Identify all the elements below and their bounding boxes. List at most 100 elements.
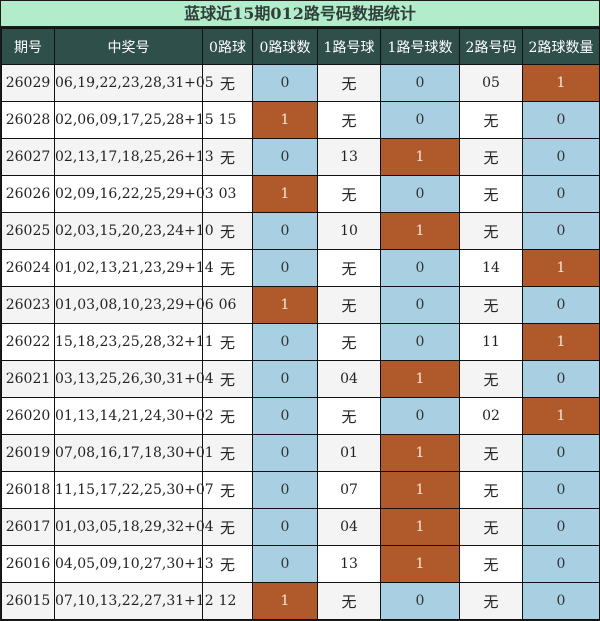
table-row: 26028 02,06,09,17,25,28+15 15 1 无 0 无 0: [1, 101, 600, 139]
route2-count-cell: 0: [522, 582, 600, 620]
route0-ball-cell: 无: [202, 397, 253, 435]
route2-count-cell: 0: [522, 471, 600, 509]
route0-ball-cell: 无: [202, 360, 253, 398]
route1-count-cell: 0: [380, 397, 460, 435]
route2-ball-cell: 05: [459, 64, 523, 102]
route0-count-cell: 0: [252, 360, 318, 398]
route0-ball-cell: 无: [202, 323, 253, 361]
winning-numbers-cell: 02,09,16,22,25,29+03: [54, 175, 214, 213]
route1-count-cell: 0: [380, 64, 460, 102]
route2-count-cell: 1: [522, 64, 600, 102]
route1-count-cell: 0: [380, 249, 460, 287]
route2-count-cell: 0: [522, 286, 600, 324]
route2-ball-cell: 无: [459, 101, 523, 139]
table-row: 26024 01,02,13,21,23,29+14 无 0 无 0 14 1: [1, 249, 600, 287]
route1-ball-cell: 13: [317, 545, 381, 583]
issue-cell: 26020: [1, 397, 55, 435]
route0-ball-cell: 06: [202, 286, 253, 324]
route1-count-cell: 0: [380, 101, 460, 139]
route1-count-cell: 1: [380, 138, 460, 176]
route0-ball-cell: 无: [202, 64, 253, 102]
issue-cell: 26027: [1, 138, 55, 176]
route2-ball-cell: 无: [459, 582, 523, 620]
route2-ball-cell: 14: [459, 249, 523, 287]
issue-cell: 26015: [1, 582, 55, 620]
route1-ball-cell: 04: [317, 360, 381, 398]
route2-ball-cell: 无: [459, 508, 523, 546]
route1-ball-cell: 04: [317, 508, 381, 546]
header-route1-count: 1路号球数: [380, 28, 460, 65]
route1-ball-cell: 07: [317, 471, 381, 509]
issue-cell: 26019: [1, 434, 55, 472]
route2-count-cell: 0: [522, 545, 600, 583]
table-row: 26019 07,08,16,17,18,30+01 无 0 01 1 无 0: [1, 434, 600, 472]
route0-count-cell: 0: [252, 64, 318, 102]
route2-ball-cell: 无: [459, 545, 523, 583]
blue-ball-012-table: 期号 中奖号 0路球 0路球数 1路号球 1路号球数 2路号码 2路球数量 26…: [1, 28, 600, 620]
route1-count-cell: 1: [380, 212, 460, 250]
route0-count-cell: 1: [252, 582, 318, 620]
header-route0-count: 0路球数: [252, 28, 318, 65]
winning-numbers-cell: 15,18,23,25,28,32+11: [54, 323, 214, 361]
table-row: 26015 07,10,13,22,27,31+12 12 1 无 0 无 0: [1, 582, 600, 620]
route2-count-cell: 0: [522, 508, 600, 546]
winning-numbers-cell: 11,15,17,22,25,30+07: [54, 471, 214, 509]
route2-count-cell: 1: [522, 397, 600, 435]
table-row: 26018 11,15,17,22,25,30+07 无 0 07 1 无 0: [1, 471, 600, 509]
route1-ball-cell: 无: [317, 249, 381, 287]
route1-ball-cell: 13: [317, 138, 381, 176]
route2-ball-cell: 无: [459, 175, 523, 213]
route2-ball-cell: 无: [459, 471, 523, 509]
route2-ball-cell: 无: [459, 138, 523, 176]
route0-count-cell: 0: [252, 397, 318, 435]
route0-count-cell: 1: [252, 175, 318, 213]
winning-numbers-cell: 03,13,25,26,30,31+04: [54, 360, 214, 398]
route0-ball-cell: 无: [202, 249, 253, 287]
route2-count-cell: 0: [522, 360, 600, 398]
header-route1-ball: 1路号球: [317, 28, 381, 65]
winning-numbers-cell: 01,03,08,10,23,29+06: [54, 286, 214, 324]
issue-cell: 26028: [1, 101, 55, 139]
table-row: 26022 15,18,23,25,28,32+11 无 0 无 0 11 1: [1, 323, 600, 361]
route2-ball-cell: 02: [459, 397, 523, 435]
route1-ball-cell: 无: [317, 397, 381, 435]
route0-ball-cell: 无: [202, 471, 253, 509]
route2-count-cell: 0: [522, 175, 600, 213]
issue-cell: 26029: [1, 64, 55, 102]
route0-count-cell: 1: [252, 101, 318, 139]
route0-count-cell: 0: [252, 138, 318, 176]
route2-count-cell: 1: [522, 249, 600, 287]
route1-count-cell: 0: [380, 323, 460, 361]
table-row: 26023 01,03,08,10,23,29+06 06 1 无 0 无 0: [1, 286, 600, 324]
route2-count-cell: 0: [522, 434, 600, 472]
issue-cell: 26023: [1, 286, 55, 324]
table-row: 26016 04,05,09,10,27,30+13 无 0 13 1 无 0: [1, 545, 600, 583]
issue-cell: 26025: [1, 212, 55, 250]
route0-count-cell: 0: [252, 212, 318, 250]
route1-ball-cell: 无: [317, 101, 381, 139]
header-route2-ball: 2路号码: [459, 28, 523, 65]
route0-count-cell: 0: [252, 249, 318, 287]
issue-cell: 26026: [1, 175, 55, 213]
issue-cell: 26021: [1, 360, 55, 398]
route1-count-cell: 1: [380, 434, 460, 472]
route1-count-cell: 1: [380, 508, 460, 546]
issue-cell: 26018: [1, 471, 55, 509]
table-row: 26027 02,13,17,18,25,26+13 无 0 13 1 无 0: [1, 138, 600, 176]
header-winning-numbers: 中奖号: [54, 28, 203, 65]
route2-ball-cell: 无: [459, 286, 523, 324]
route1-count-cell: 0: [380, 286, 460, 324]
route0-count-cell: 0: [252, 434, 318, 472]
table-row: 26021 03,13,25,26,30,31+04 无 0 04 1 无 0: [1, 360, 600, 398]
table-row: 26025 02,03,15,20,23,24+10 无 0 10 1 无 0: [1, 212, 600, 250]
route0-ball-cell: 无: [202, 212, 253, 250]
header-issue: 期号: [1, 28, 55, 65]
route0-count-cell: 0: [252, 323, 318, 361]
winning-numbers-cell: 07,08,16,17,18,30+01: [54, 434, 214, 472]
winning-numbers-cell: 07,10,13,22,27,31+12: [54, 582, 214, 620]
winning-numbers-cell: 02,06,09,17,25,28+15: [54, 101, 214, 139]
route1-ball-cell: 无: [317, 64, 381, 102]
route2-count-cell: 0: [522, 212, 600, 250]
route0-ball-cell: 12: [202, 582, 253, 620]
